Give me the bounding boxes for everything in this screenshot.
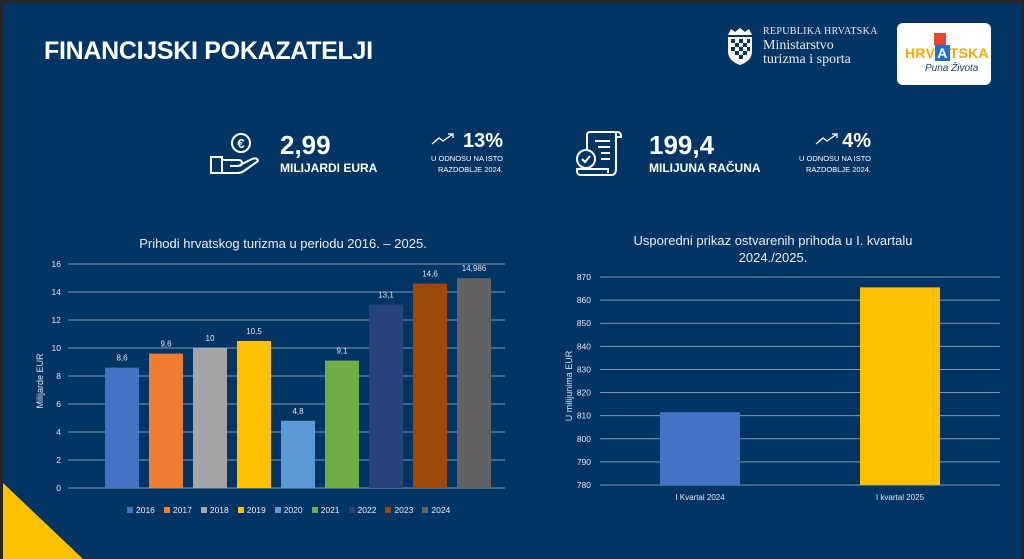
chart-1-bar-2018 bbox=[193, 348, 227, 488]
kpi-revenue-change: 13% U ODNOSU NA ISTO RAZDOBLJE 2024. bbox=[421, 130, 503, 175]
chart-1-data-label: 8,6 bbox=[116, 354, 128, 363]
chart-1-legend-item-2017: 2017 bbox=[163, 505, 192, 515]
ministry-line-3: turizma i sporta bbox=[763, 52, 851, 67]
kpi-receipts-change: 4% U ODNOSU NA ISTO RAZDOBLJE 2024. bbox=[789, 130, 871, 175]
chart-1-bar-2019 bbox=[237, 341, 271, 488]
chart-1-data-label: 14,6 bbox=[422, 270, 438, 279]
chart-1-legend-item-2022: 2022 bbox=[348, 505, 377, 515]
chart-2-title-line-1: Usporedni prikaz ostvarenih prihoda u I.… bbox=[633, 233, 913, 248]
chart-1-data-label: 4,8 bbox=[292, 407, 304, 416]
kpi-receipts: 199,4 MILIJUNA RAČUNA bbox=[649, 130, 761, 175]
chart-1-y-tick: 6 bbox=[56, 399, 61, 409]
kpi-revenue-unit: MILIJARDI EURA bbox=[280, 161, 378, 175]
chart-1-legend-item-2024: 2024 bbox=[422, 505, 450, 515]
legend-swatch bbox=[274, 507, 281, 513]
slide: FINANCIJSKI POKAZATELJI REPUBLIKA HRVATS… bbox=[3, 3, 1022, 559]
page-title: FINANCIJSKI POKAZATELJI bbox=[44, 37, 373, 65]
kpi-receipts-change-value: 4% bbox=[842, 130, 871, 152]
chart-1-data-label: 14,986 bbox=[462, 264, 487, 273]
chart-1-bar-2024 bbox=[457, 278, 491, 488]
chart-1-bar-2016 bbox=[105, 367, 139, 488]
chart-1-legend-item-2019: 2019 bbox=[237, 505, 266, 515]
chart-1-data-label: 9,6 bbox=[160, 340, 172, 349]
ministry-line-2: Ministarstvo bbox=[763, 38, 834, 53]
chart-1-bar-2022 bbox=[369, 304, 403, 488]
kpi-revenue-note-1: U ODNOSU NA ISTO bbox=[431, 154, 503, 163]
legend-swatch bbox=[348, 507, 355, 513]
chart-1-bar-2017 bbox=[149, 353, 183, 488]
chart-1-legend-item-2016: 2016 bbox=[127, 505, 155, 515]
kpi-revenue-change-value: 13% bbox=[462, 130, 503, 152]
chart-1-y-tick: 14 bbox=[52, 287, 62, 297]
chart-1-y-tick: 4 bbox=[56, 427, 61, 437]
kpi-receipts-note-2: RAZDOBLJE 2024. bbox=[805, 165, 871, 174]
kpi-revenue-note-2: RAZDOBLJE 2024. bbox=[437, 165, 503, 174]
legend-label: 2023 bbox=[394, 505, 414, 515]
chart-2-title: Usporedni prikaz ostvarenih prihoda u I.… bbox=[563, 232, 983, 266]
legend-label: 2021 bbox=[320, 505, 340, 515]
ministry-line-1: REPUBLIKA HRVATSKA bbox=[763, 26, 878, 37]
legend-swatch bbox=[237, 507, 244, 513]
chart-1-legend-item-2023: 2023 bbox=[385, 505, 413, 515]
legend-swatch bbox=[163, 507, 170, 513]
legend-label: 2016 bbox=[136, 505, 155, 515]
chart-1-data-label: 13,1 bbox=[378, 291, 394, 300]
croatian-coat-of-arms-icon bbox=[728, 28, 752, 65]
legend-label: 2022 bbox=[357, 505, 377, 515]
trend-up-icon bbox=[815, 133, 838, 145]
chart-1-legend-item-2018: 2018 bbox=[200, 505, 229, 515]
chart-1-data-label: 10,5 bbox=[246, 327, 262, 336]
chart-1-legend-item-2021: 2021 bbox=[311, 505, 340, 515]
chart-1-legend-item-2020: 2020 bbox=[274, 505, 303, 515]
legend-swatch bbox=[385, 507, 392, 513]
ministry-logo: REPUBLIKA HRVATSKA Ministarstvo turizma … bbox=[725, 25, 878, 67]
kpi-receipts-unit: MILIJUNA RAČUNA bbox=[649, 161, 761, 175]
legend-swatch bbox=[422, 507, 429, 513]
legend-swatch bbox=[200, 507, 207, 513]
legend-label: 2019 bbox=[246, 505, 266, 515]
chart-1-data-label: 9,1 bbox=[336, 347, 348, 356]
chart-1-y-tick: 12 bbox=[52, 315, 62, 325]
chart-2-title-line-2: 2024./2025. bbox=[738, 250, 808, 265]
trend-up-icon bbox=[431, 133, 454, 145]
chart-1-data-label: 10 bbox=[206, 334, 215, 343]
chart-1-y-axis-label: Milijarde EUR bbox=[35, 353, 45, 409]
logo-wordmark: HRV A TSKA bbox=[905, 45, 989, 61]
legend-label: 2024 bbox=[431, 505, 451, 515]
kpi-receipts-note-1: U ODNOSU NA ISTO bbox=[799, 154, 871, 163]
kpi-revenue-value: 2,99 bbox=[280, 130, 331, 160]
chart-1-bar-2021 bbox=[325, 360, 359, 488]
svg-text:€: € bbox=[237, 136, 244, 151]
legend-label: 2017 bbox=[172, 505, 192, 515]
legend-label: 2018 bbox=[209, 505, 229, 515]
chart-1-y-tick: 10 bbox=[52, 343, 62, 353]
euro-hand-icon: € bbox=[210, 133, 260, 174]
legend-label: 2020 bbox=[283, 505, 303, 515]
hrvatska-logo: HRV A TSKA Puna Života bbox=[897, 23, 991, 85]
decorative-corner-triangle bbox=[3, 483, 83, 559]
kpi-revenue: 2,99 MILIJARDI EURA bbox=[280, 130, 377, 175]
logo-tagline: Puna Života bbox=[925, 63, 979, 74]
logo-square bbox=[934, 33, 946, 45]
legend-swatch bbox=[127, 507, 133, 513]
chart-1-title: Prihodi hrvatskog turizma u periodu 2016… bbox=[139, 236, 427, 251]
legend-swatch bbox=[311, 507, 318, 513]
chart-1-legend: 2016 2017 2018 2019 2020 2021 2022 2023 2024 bbox=[127, 505, 450, 515]
chart-1-bar-2023 bbox=[413, 283, 447, 488]
receipt-check-icon bbox=[576, 131, 622, 176]
chart-1-y-tick: 2 bbox=[56, 455, 61, 465]
chart-1-bar-2020 bbox=[281, 420, 315, 488]
kpi-receipts-value: 199,4 bbox=[649, 130, 715, 160]
chart-1-y-tick: 8 bbox=[56, 371, 61, 381]
chart-1-y-tick: 16 bbox=[52, 259, 62, 269]
